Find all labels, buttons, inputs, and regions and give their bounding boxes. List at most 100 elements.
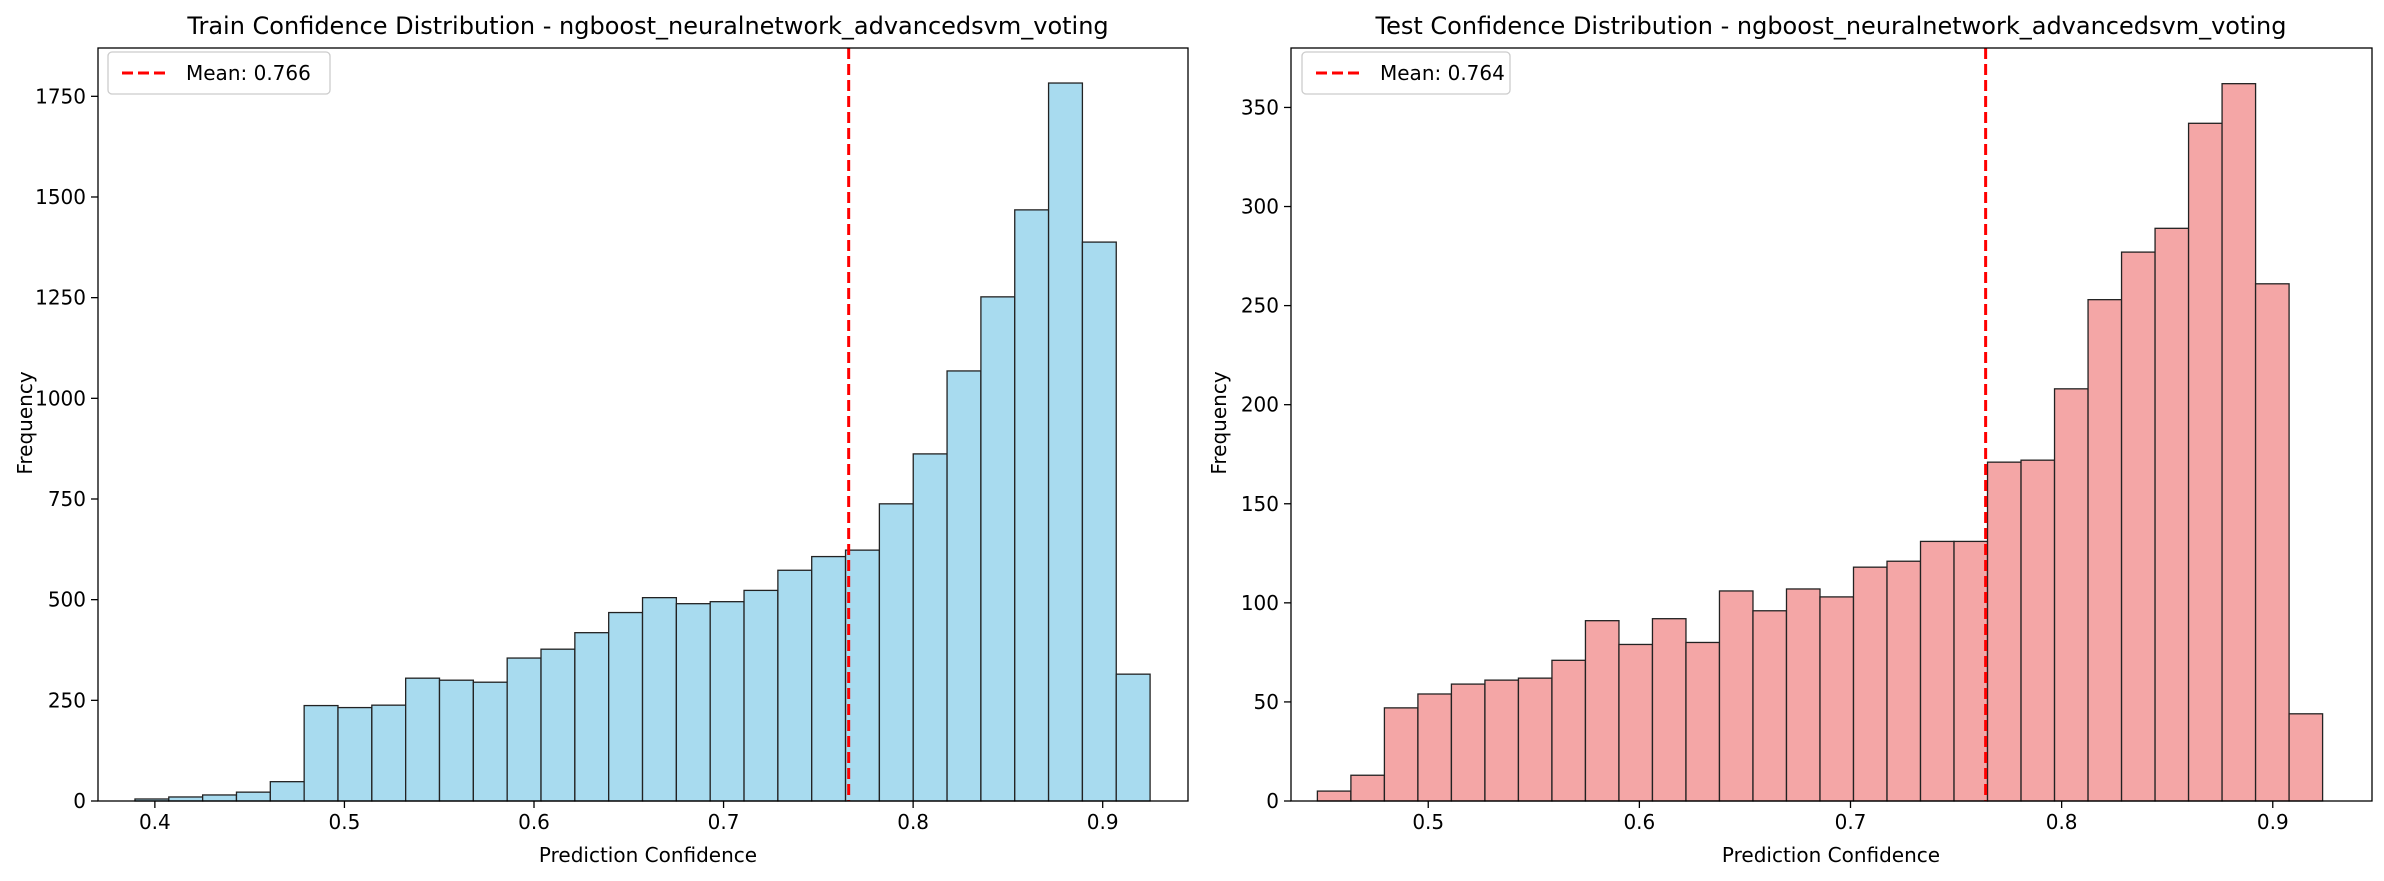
chart-title: Train Confidence Distribution - ngboost_… bbox=[186, 12, 1108, 40]
histogram-bar bbox=[1752, 610, 1788, 802]
y-tick-label: 50 bbox=[1254, 690, 1279, 714]
histogram-bar bbox=[777, 569, 813, 802]
x-tick-label: 0.7 bbox=[708, 810, 740, 834]
histogram-bar bbox=[540, 648, 576, 802]
y-tick-label: 300 bbox=[1241, 195, 1279, 219]
histogram-bar bbox=[912, 453, 948, 802]
x-tick-label: 0.8 bbox=[897, 810, 929, 834]
y-tick-label: 1500 bbox=[35, 185, 86, 209]
histogram-bar bbox=[269, 781, 305, 802]
histogram-bar bbox=[1517, 677, 1553, 802]
histogram-bar bbox=[811, 555, 847, 802]
histogram-bar bbox=[1047, 82, 1084, 802]
y-tick-label: 750 bbox=[48, 487, 86, 511]
histogram-bar bbox=[2120, 251, 2156, 802]
train-histogram-panel: Train Confidence Distribution - ngboost_… bbox=[13, 12, 1189, 867]
histogram-bar bbox=[337, 706, 373, 802]
x-axis-label: Prediction Confidence bbox=[1722, 843, 1940, 867]
legend: Mean: 0.766 bbox=[107, 51, 331, 95]
histogram-bar bbox=[1417, 693, 1453, 802]
histogram-bar bbox=[1852, 566, 1888, 802]
x-tick-label: 0.4 bbox=[139, 810, 171, 834]
histogram-bars bbox=[134, 82, 1151, 802]
histogram-bar bbox=[1618, 643, 1654, 802]
histogram-bar bbox=[1785, 588, 1821, 802]
y-tick-label: 1750 bbox=[35, 84, 86, 108]
histogram-bar bbox=[506, 657, 542, 802]
histogram-bar bbox=[2254, 283, 2290, 802]
plot-frame bbox=[97, 47, 1189, 802]
y-axis-label: Frequency bbox=[1207, 371, 1231, 474]
y-tick-label: 500 bbox=[48, 588, 86, 612]
x-tick-label: 0.5 bbox=[1412, 810, 1444, 834]
x-tick-label: 0.5 bbox=[329, 810, 361, 834]
histogram-bar bbox=[1484, 679, 1520, 802]
histogram-bar bbox=[405, 677, 441, 802]
histogram-bar bbox=[675, 603, 711, 802]
x-tick-label: 0.8 bbox=[2046, 810, 2078, 834]
histogram-bar bbox=[1819, 596, 1855, 802]
histogram-bar bbox=[2087, 299, 2123, 802]
histogram-bar bbox=[1383, 707, 1419, 802]
histogram-bar bbox=[2154, 227, 2190, 802]
y-tick-label: 250 bbox=[48, 688, 86, 712]
chart-title: Test Confidence Distribution - ngboost_n… bbox=[1374, 12, 2286, 40]
histogram-bar bbox=[201, 794, 238, 802]
y-tick-label: 250 bbox=[1241, 294, 1279, 318]
histogram-bar bbox=[1953, 540, 1989, 802]
histogram-bar bbox=[235, 791, 271, 802]
plot-frame bbox=[1290, 47, 2373, 802]
y-ticks: 0 250 500 750 1000 1250 1500 1750 bbox=[35, 84, 98, 813]
y-tick-label: 1250 bbox=[35, 286, 86, 310]
x-tick-label: 0.9 bbox=[2257, 810, 2289, 834]
y-axis-label: Frequency bbox=[13, 371, 37, 474]
histogram-bar bbox=[1886, 560, 1922, 802]
histogram-bar bbox=[2221, 83, 2257, 802]
histogram-bar bbox=[1919, 540, 1955, 802]
y-tick-label: 200 bbox=[1241, 393, 1279, 417]
histogram-bar bbox=[1350, 774, 1386, 802]
histogram-bar bbox=[844, 549, 881, 802]
y-tick-label: 350 bbox=[1241, 95, 1279, 119]
histogram-bar bbox=[1551, 659, 1587, 802]
x-tick-label: 0.6 bbox=[1623, 810, 1655, 834]
legend-label: Mean: 0.764 bbox=[1380, 61, 1505, 85]
histogram-bar bbox=[2053, 388, 2089, 802]
histogram-bar bbox=[1986, 461, 2022, 802]
x-tick-label: 0.7 bbox=[1835, 810, 1867, 834]
histogram-bar bbox=[946, 370, 982, 802]
legend-box bbox=[1301, 51, 1511, 95]
y-tick-label: 0 bbox=[73, 789, 86, 813]
test-histogram-panel: Test Confidence Distribution - ngboost_n… bbox=[1207, 12, 2373, 867]
y-tick-label: 1000 bbox=[35, 386, 86, 410]
histogram-bar bbox=[574, 632, 610, 802]
histogram-bar bbox=[1584, 620, 1620, 802]
histogram-bar bbox=[472, 681, 508, 802]
histogram-bars bbox=[1316, 83, 2324, 802]
histogram-bar bbox=[608, 611, 644, 802]
histogram-bar bbox=[438, 679, 474, 802]
legend-label: Mean: 0.766 bbox=[186, 61, 311, 85]
x-axis-label: Prediction Confidence bbox=[539, 843, 757, 867]
y-ticks: 0 50 100 150 200 250 300 350 bbox=[1241, 95, 1291, 813]
x-tick-label: 0.9 bbox=[1087, 810, 1119, 834]
histogram-bar bbox=[371, 704, 407, 802]
histogram-bar bbox=[709, 601, 745, 802]
histogram-bar bbox=[1316, 790, 1352, 802]
legend-box bbox=[107, 51, 331, 95]
y-tick-label: 100 bbox=[1241, 591, 1279, 615]
x-ticks: 0.4 0.5 0.6 0.7 0.8 0.9 bbox=[139, 801, 1119, 834]
histogram-bar bbox=[1115, 673, 1151, 802]
histogram-bar bbox=[2288, 713, 2324, 802]
histogram-bar bbox=[878, 503, 914, 802]
histogram-bar bbox=[641, 597, 678, 802]
y-tick-label: 150 bbox=[1241, 492, 1279, 516]
x-tick-label: 0.6 bbox=[518, 810, 550, 834]
histogram-bar bbox=[1651, 618, 1687, 802]
histogram-bar bbox=[1450, 683, 1486, 802]
histogram-bar bbox=[303, 704, 339, 802]
y-tick-label: 0 bbox=[1266, 789, 1279, 813]
histogram-bar bbox=[2187, 122, 2223, 802]
histogram-bar bbox=[2020, 459, 2056, 802]
